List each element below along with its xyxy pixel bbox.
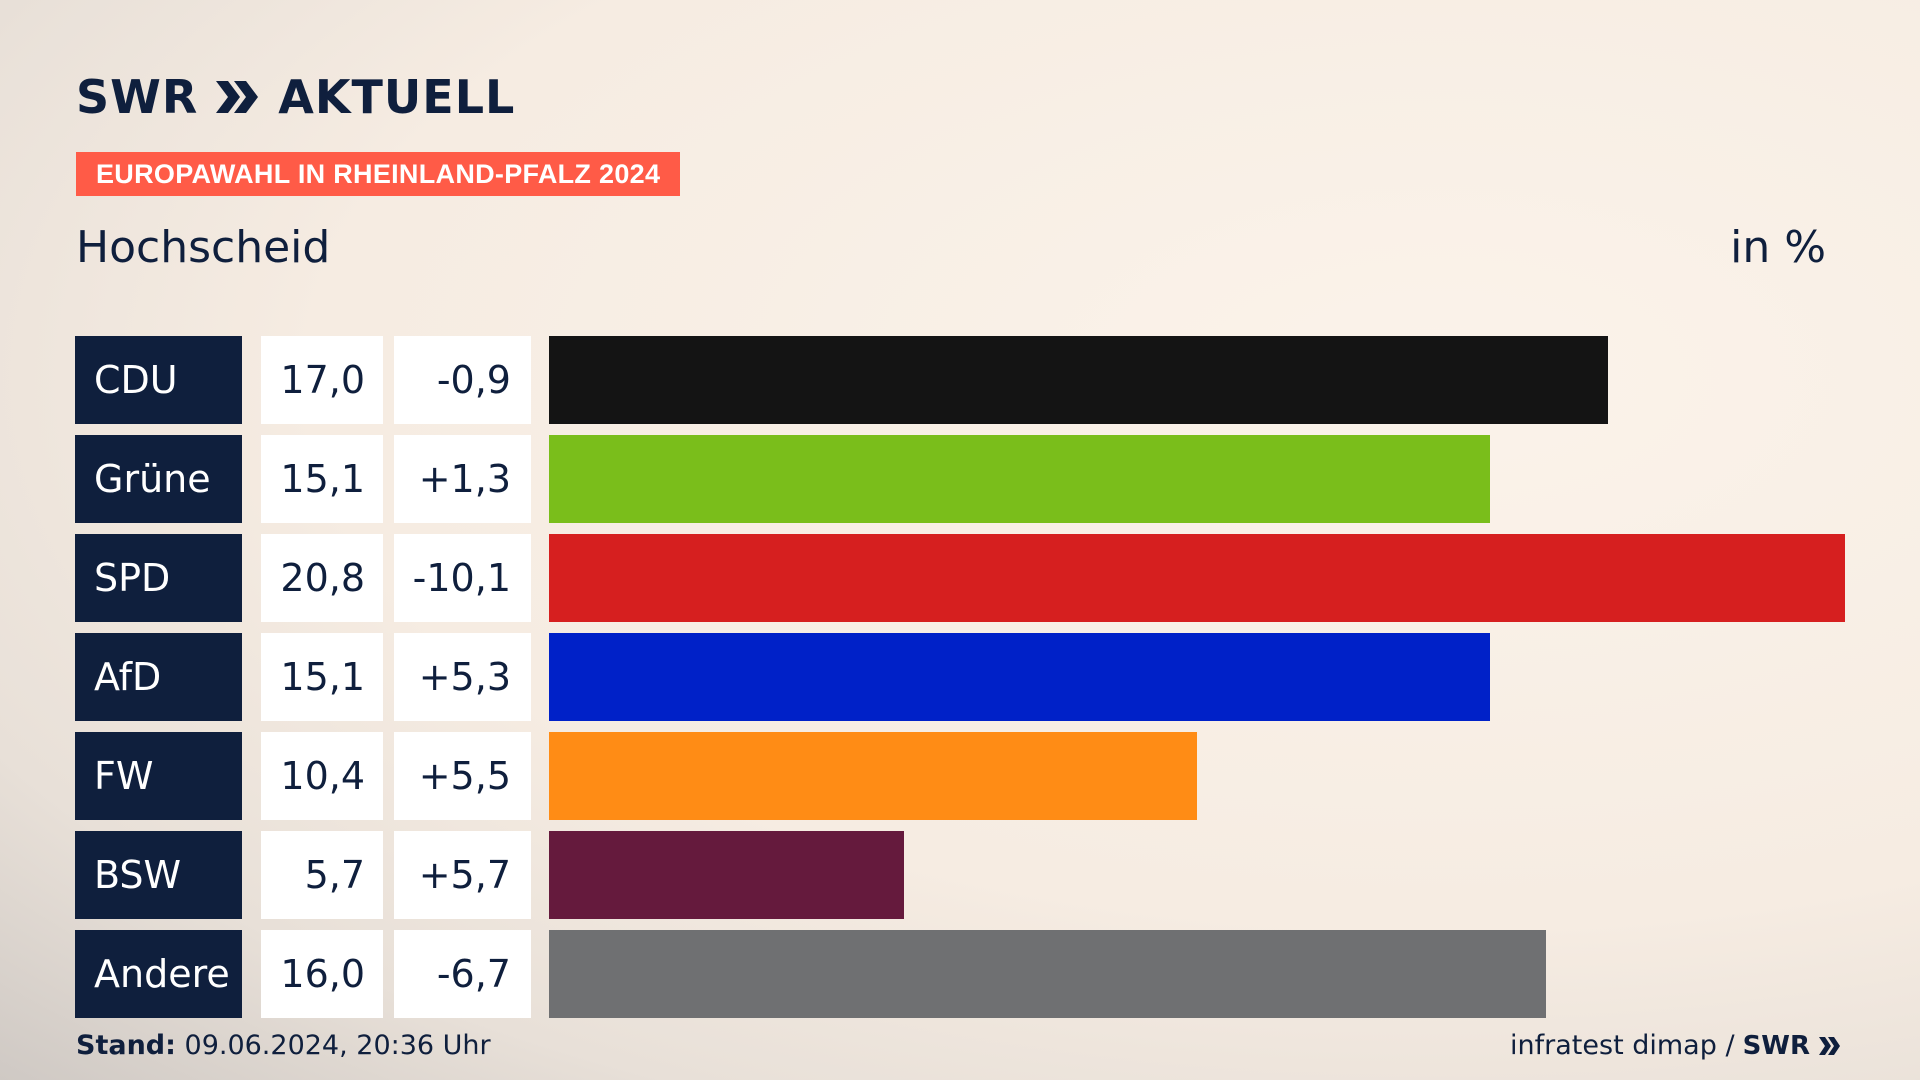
vote-share-value: 15,1 xyxy=(261,633,383,721)
party-row: CDU 17,0 -0,9 xyxy=(0,336,1920,424)
logo-aktuell-text: AKTUELL xyxy=(278,70,516,124)
source-credit: infratest dimap / SWR xyxy=(1510,1030,1842,1061)
vote-share-value: 16,0 xyxy=(261,930,383,1018)
vote-change-value: +5,5 xyxy=(394,732,531,820)
stand-value: 09.06.2024, 20:36 Uhr xyxy=(184,1030,491,1061)
unit-label: in % xyxy=(1730,222,1826,273)
swr-aktuell-logo: SWR AKTUELL xyxy=(76,70,515,124)
source-text: infratest dimap / xyxy=(1510,1030,1735,1061)
stand-label: Stand: xyxy=(76,1030,176,1061)
election-badge: EUROPAWAHL IN RHEINLAND-PFALZ 2024 xyxy=(76,152,681,196)
vote-change-value: -6,7 xyxy=(394,930,531,1018)
result-bar xyxy=(549,831,904,919)
vote-change-value: +5,7 xyxy=(394,831,531,919)
party-label: Grüne xyxy=(75,435,242,523)
vote-share-value: 17,0 xyxy=(261,336,383,424)
result-bar xyxy=(549,435,1490,523)
timestamp: Stand: 09.06.2024, 20:36 Uhr xyxy=(76,1030,491,1061)
source-brand: SWR xyxy=(1742,1030,1810,1061)
vote-share-value: 15,1 xyxy=(261,435,383,523)
result-bar xyxy=(549,534,1845,622)
vote-change-value: -10,1 xyxy=(394,534,531,622)
double-chevron-small-icon xyxy=(1819,1036,1840,1055)
party-row: AfD 15,1 +5,3 xyxy=(0,633,1920,721)
party-label: Andere xyxy=(75,930,242,1018)
result-bar xyxy=(549,336,1608,424)
party-row: Andere 16,0 -6,7 xyxy=(0,930,1920,1018)
result-bar xyxy=(549,633,1490,721)
result-bar xyxy=(549,732,1197,820)
vote-share-value: 20,8 xyxy=(261,534,383,622)
party-label: FW xyxy=(75,732,242,820)
page-title: Hochscheid xyxy=(76,222,331,273)
party-label: BSW xyxy=(75,831,242,919)
party-label: AfD xyxy=(75,633,242,721)
party-row: BSW 5,7 +5,7 xyxy=(0,831,1920,919)
result-bar xyxy=(549,930,1546,1018)
party-label: CDU xyxy=(75,336,242,424)
party-row: FW 10,4 +5,5 xyxy=(0,732,1920,820)
party-row: Grüne 15,1 +1,3 xyxy=(0,435,1920,523)
vote-change-value: -0,9 xyxy=(394,336,531,424)
vote-share-value: 10,4 xyxy=(261,732,383,820)
party-label: SPD xyxy=(75,534,242,622)
double-chevron-icon xyxy=(216,81,259,113)
logo-swr-text: SWR xyxy=(76,70,199,124)
vote-share-value: 5,7 xyxy=(261,831,383,919)
vote-change-value: +1,3 xyxy=(394,435,531,523)
vote-change-value: +5,3 xyxy=(394,633,531,721)
party-row: SPD 20,8 -10,1 xyxy=(0,534,1920,622)
